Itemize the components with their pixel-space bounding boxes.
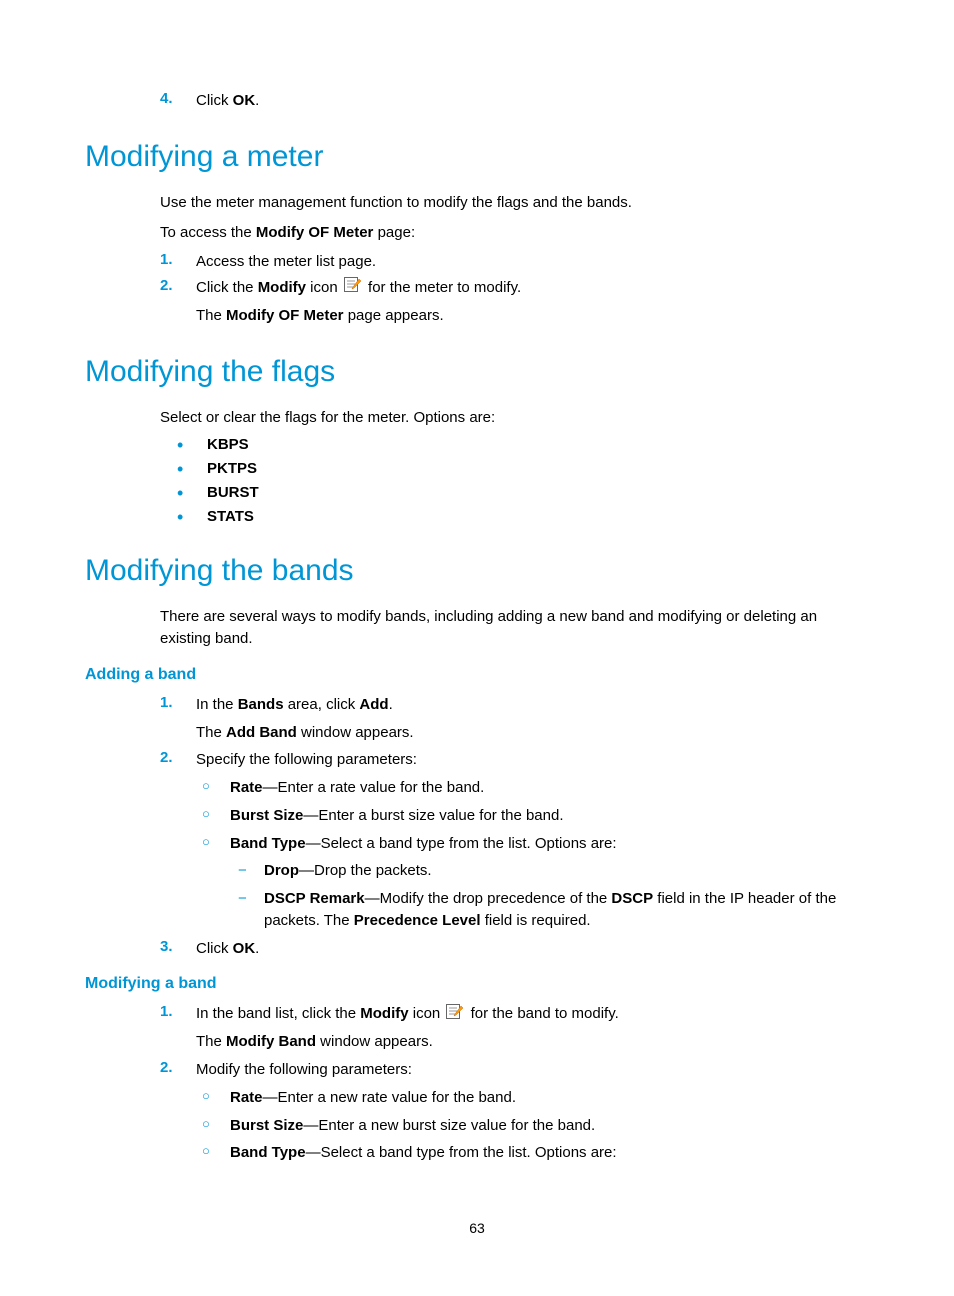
circle-bullet-icon: ○ [202,1087,230,1109]
bands-intro-text: There are several ways to modify bands, … [85,606,869,650]
add-step-2: 2. Specify the following parameters: [85,749,869,771]
param-burst-size: ○Burst Size—Enter a new burst size value… [85,1115,869,1137]
step-number: 2. [160,277,196,299]
step-number: 2. [160,749,196,771]
bullet-icon: • [177,508,207,526]
flag-burst: •BURST [85,484,869,502]
flag-stats: •STATS [85,508,869,526]
param-band-type: ○Band Type—Select a band type from the l… [85,833,869,855]
mod-step-1: 1. In the band list, click the Modify ic… [85,1003,869,1025]
step-text: Click the Modify icon for the meter to m… [196,277,869,299]
step-4: 4. Click OK. [85,90,869,112]
circle-bullet-icon: ○ [202,1115,230,1137]
step-text: Click OK. [196,938,869,960]
bullet-icon: • [177,484,207,502]
step-text: In the band list, click the Modify icon … [196,1003,869,1025]
subheading-adding-band: Adding a band [85,666,869,684]
mod-step-2: 2. Modify the following parameters: [85,1059,869,1081]
step-number: 1. [160,694,196,716]
bullet-text: PKTPS [207,460,257,478]
param-burst-size: ○Burst Size—Enter a burst size value for… [85,805,869,827]
add-step-1-sub: The Add Band window appears. [85,722,869,744]
bullet-text: KBPS [207,436,249,454]
heading-modifying-bands: Modifying the bands [85,554,869,588]
step-number: 1. [160,1003,196,1025]
bullet-text: BURST [207,484,259,502]
document-page: 4. Click OK. Modifying a meter Use the m… [0,0,954,1296]
circle-bullet-icon: ○ [202,1142,230,1164]
step-text: Modify the following parameters: [196,1059,869,1081]
meter-intro-text: Use the meter management function to mod… [85,192,869,214]
circle-bullet-icon: ○ [202,777,230,799]
meter-step-2-sub: The Modify OF Meter page appears. [85,305,869,327]
heading-modifying-meter: Modifying a meter [85,140,869,174]
option-drop: −Drop—Drop the packets. [85,860,869,882]
heading-modifying-flags: Modifying the flags [85,355,869,389]
bullet-text: STATS [207,508,254,526]
flag-pktps: •PKTPS [85,460,869,478]
circle-bullet-icon: ○ [202,805,230,827]
modify-icon [344,277,362,299]
step-number: 4. [160,90,196,112]
flags-intro-text: Select or clear the flags for the meter.… [85,407,869,429]
subheading-modifying-band: Modifying a band [85,975,869,993]
add-step-3: 3. Click OK. [85,938,869,960]
circle-bullet-icon: ○ [202,833,230,855]
step-text: Click OK. [196,90,869,112]
modify-icon [446,1004,464,1026]
param-band-type: ○Band Type—Select a band type from the l… [85,1142,869,1164]
mod-step-1-sub: The Modify Band window appears. [85,1031,869,1053]
bullet-icon: • [177,436,207,454]
step-text: In the Bands area, click Add. [196,694,869,716]
dash-bullet-icon: − [238,888,264,932]
param-rate: ○Rate—Enter a rate value for the band. [85,777,869,799]
dash-bullet-icon: − [238,860,264,882]
step-text: Access the meter list page. [196,251,869,273]
add-step-1: 1. In the Bands area, click Add. [85,694,869,716]
flag-kbps: •KBPS [85,436,869,454]
step-text: Specify the following parameters: [196,749,869,771]
meter-step-2: 2. Click the Modify icon for the meter t… [85,277,869,299]
bullet-icon: • [177,460,207,478]
meter-access-text: To access the Modify OF Meter page: [85,222,869,244]
option-dscp-remark: −DSCP Remark—Modify the drop precedence … [85,888,869,932]
step-number: 3. [160,938,196,960]
meter-step-1: 1. Access the meter list page. [85,251,869,273]
step-number: 2. [160,1059,196,1081]
param-rate: ○Rate—Enter a new rate value for the ban… [85,1087,869,1109]
step-number: 1. [160,251,196,273]
page-number: 63 [0,1220,954,1236]
